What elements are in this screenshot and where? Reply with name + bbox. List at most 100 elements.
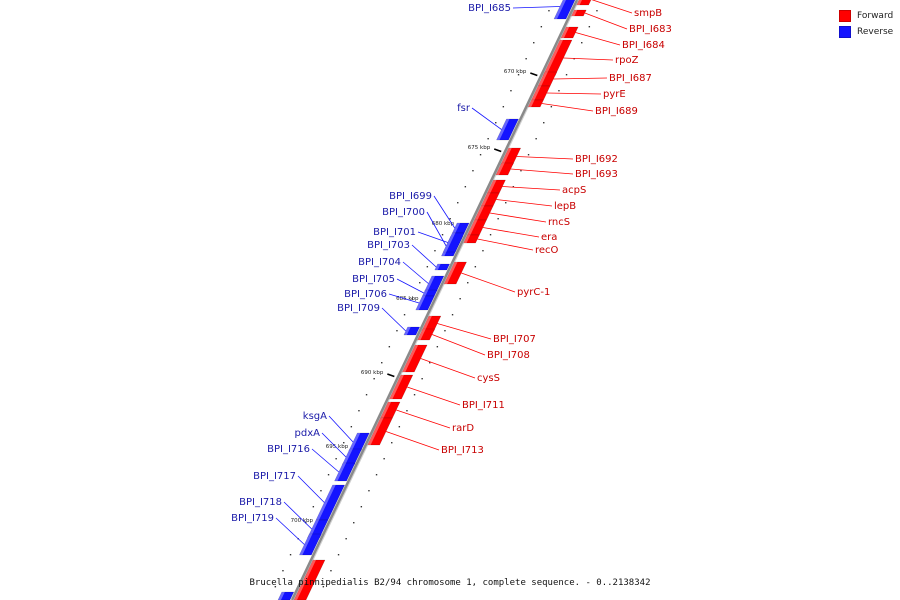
- gene-leader-line: [546, 92, 602, 95]
- gene-leader-line: [510, 168, 574, 175]
- gene-pyrc-1[interactable]: [443, 261, 467, 285]
- gene-label-ksga[interactable]: ksgA: [303, 411, 327, 422]
- gene-label-bpi-i703[interactable]: BPI_I703: [367, 240, 410, 251]
- gene-label-lepb[interactable]: lepB: [554, 201, 576, 212]
- gene-bpi-i689[interactable]: [527, 99, 544, 108]
- scale-tick-label: 700 kbp: [291, 518, 314, 524]
- gene-leader-line: [489, 212, 547, 223]
- gene-leader-line: [411, 244, 437, 268]
- gene-label-pyrc-1[interactable]: pyrC-1: [517, 287, 550, 298]
- gene-leader-line: [311, 448, 340, 473]
- gene-leader-line: [516, 156, 574, 160]
- gene-leader-line: [591, 0, 633, 14]
- gene-label-bpi-i693[interactable]: BPI_I693: [575, 169, 618, 180]
- gene-label-bpi-i701[interactable]: BPI_I701: [373, 227, 416, 238]
- gene-label-bpi-i689[interactable]: BPI_I689: [595, 106, 638, 117]
- gene-label-bpi-i704[interactable]: BPI_I704: [358, 257, 401, 268]
- gene-leader-line: [388, 293, 420, 304]
- gene-reco[interactable]: [463, 234, 480, 244]
- gene-label-bpi-i699[interactable]: BPI_I699: [389, 191, 432, 202]
- gene-leader-line: [563, 57, 614, 61]
- gene-unlabeled-0[interactable]: [293, 559, 326, 600]
- gene-label-bpi-i705[interactable]: BPI_I705: [352, 274, 395, 285]
- gene-leader-line: [297, 475, 325, 503]
- gene-label-bpi-i706[interactable]: BPI_I706: [344, 289, 387, 300]
- gene-smpb[interactable]: [576, 0, 594, 6]
- gene-label-bpi-i700[interactable]: BPI_I700: [382, 207, 425, 218]
- gene-cyss[interactable]: [401, 344, 428, 373]
- gene-bpi-i719[interactable]: [298, 533, 322, 556]
- forward-swatch: [839, 10, 851, 22]
- gene-unlabeled-1[interactable]: [277, 591, 295, 600]
- gene-bpi-i706[interactable]: [415, 295, 435, 311]
- chromosome-backbone: [290, 0, 579, 600]
- gene-leader-line: [385, 431, 440, 451]
- legend-item-forward: Forward: [839, 8, 893, 24]
- gene-leader-line: [541, 103, 594, 112]
- gene-label-rard[interactable]: rarD: [452, 423, 474, 434]
- scale-tick-mark: [493, 148, 502, 153]
- gene-bpi-i713[interactable]: [367, 417, 393, 446]
- reverse-swatch: [839, 26, 851, 38]
- gene-leader-line: [381, 307, 407, 332]
- gene-bpi-i711[interactable]: [389, 374, 414, 400]
- gene-leader-line: [437, 323, 492, 340]
- gene-rpoz[interactable]: [542, 39, 573, 77]
- gene-bpi-i693[interactable]: [495, 162, 514, 176]
- gene-leader-line: [283, 501, 313, 530]
- gene-label-bpi-i683[interactable]: BPI_I683: [629, 24, 672, 35]
- gene-label-reco[interactable]: recO: [535, 245, 559, 256]
- gene-label-bpi-i687[interactable]: BPI_I687: [609, 73, 652, 84]
- gene-leader-line: [512, 6, 560, 9]
- gene-leader-line: [461, 272, 516, 293]
- gene-leader-line: [275, 517, 305, 545]
- gene-label-fsr[interactable]: fsr: [457, 103, 471, 114]
- gene-leader-line: [553, 77, 608, 80]
- gene-label-bpi-i709[interactable]: BPI_I709: [337, 303, 380, 314]
- gene-bpi-i703[interactable]: [434, 263, 450, 271]
- scale-tick-label: 695 kbp: [326, 444, 349, 450]
- gene-bpi-i685[interactable]: [553, 0, 578, 20]
- gene-label-pyre[interactable]: pyrE: [603, 89, 626, 100]
- gene-label-era[interactable]: era: [541, 232, 557, 243]
- gene-label-bpi-i716[interactable]: BPI_I716: [267, 444, 310, 455]
- scale-tick-label: 675 kbp: [468, 145, 491, 151]
- gene-bpi-i718[interactable]: [307, 519, 329, 539]
- gene-label-rncs[interactable]: rncS: [548, 217, 570, 228]
- gene-label-bpi-i707[interactable]: BPI_I707: [493, 334, 536, 345]
- gene-bpi-i716[interactable]: [334, 462, 356, 482]
- gene-bpi-i684[interactable]: [560, 26, 579, 39]
- gene-label-bpi-i718[interactable]: BPI_I718: [239, 497, 282, 508]
- gene-label-cyss[interactable]: cysS: [477, 373, 500, 384]
- legend-reverse-label: Reverse: [857, 27, 894, 37]
- gene-bpi-i709[interactable]: [403, 326, 421, 336]
- legend-item-reverse: Reverse: [839, 24, 893, 40]
- gene-leader-line: [420, 358, 476, 379]
- gene-label-rpoz[interactable]: rpoZ: [615, 55, 639, 66]
- gene-label-acps[interactable]: acpS: [562, 185, 586, 196]
- gene-label-bpi-i711[interactable]: BPI_I711: [462, 400, 505, 411]
- gene-leader-line: [407, 386, 461, 406]
- gene-leader-line: [426, 211, 447, 247]
- gene-label-bpi-i684[interactable]: BPI_I684: [622, 40, 665, 51]
- gene-label-bpi-i692[interactable]: BPI_I692: [575, 154, 618, 165]
- gene-fsr[interactable]: [496, 118, 519, 141]
- gene-bpi-i683[interactable]: [571, 9, 587, 17]
- gene-leader-line: [502, 186, 561, 191]
- gene-leader-line: [575, 32, 621, 46]
- gene-label-bpi-i713[interactable]: BPI_I713: [441, 445, 484, 456]
- gene-label-bpi-i685[interactable]: BPI_I685: [468, 3, 511, 14]
- gene-label-smpb[interactable]: smpB: [634, 8, 662, 19]
- gene-label-bpi-i717[interactable]: BPI_I717: [253, 471, 296, 482]
- gene-bpi-i705[interactable]: [422, 289, 438, 297]
- gene-label-pdxa[interactable]: pdxA: [295, 428, 321, 439]
- gene-bpi-i708[interactable]: [417, 328, 436, 341]
- gene-label-bpi-i708[interactable]: BPI_I708: [487, 350, 530, 361]
- legend-forward-label: Forward: [857, 11, 894, 21]
- gene-label-bpi-i719[interactable]: BPI_I719: [231, 513, 274, 524]
- gene-leader-line: [584, 12, 628, 30]
- gene-leader-line: [433, 195, 456, 229]
- gene-leader-line: [396, 409, 451, 429]
